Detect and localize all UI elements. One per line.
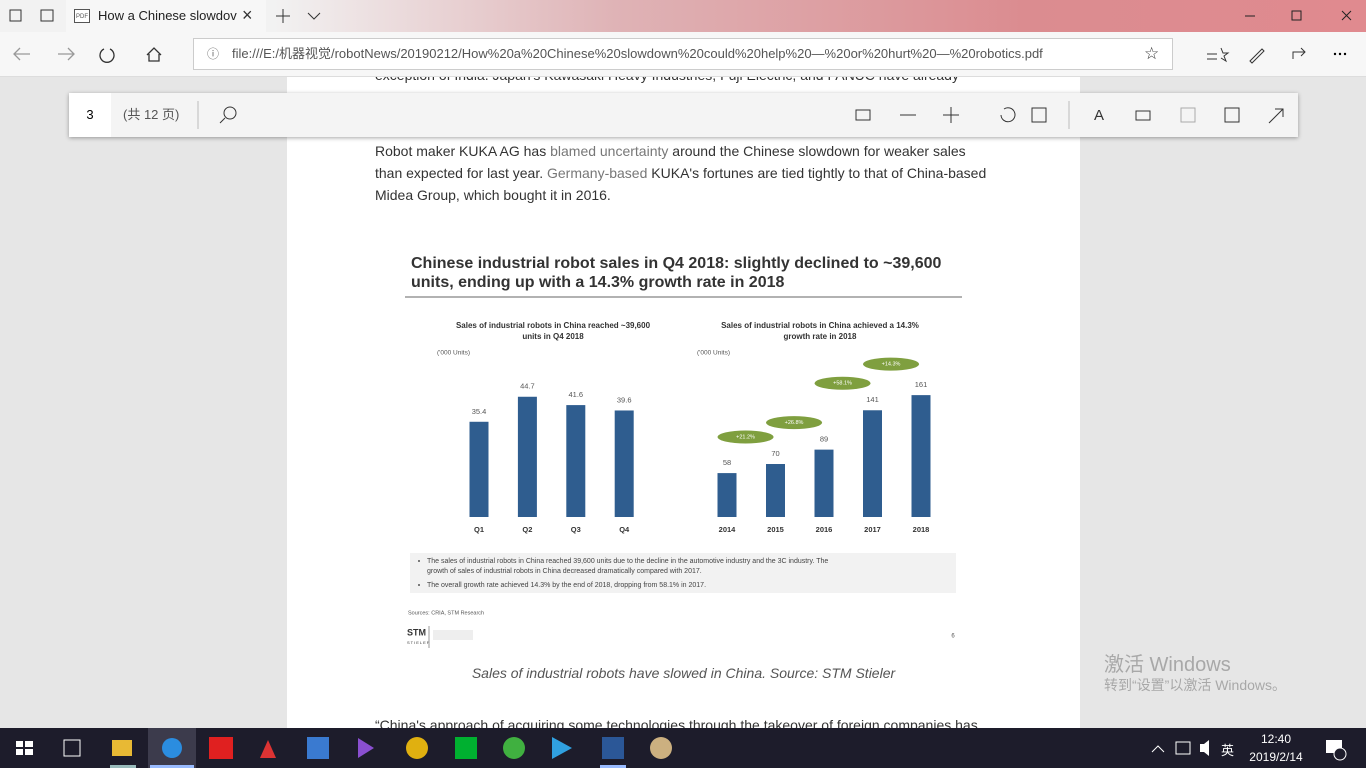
slide-image: Chinese industrial robot sales in Q4 201…: [405, 255, 962, 648]
category-label: 2017: [864, 525, 881, 534]
chart-title: units in Q4 2018: [522, 332, 584, 341]
growth-label: +14.3%: [882, 362, 901, 368]
paragraph-line: Robot maker KUKA AG has blamed uncertain…: [375, 140, 986, 162]
bar: [614, 410, 634, 517]
text-run: Robot maker KUKA AG has: [375, 143, 551, 159]
logo-sub: STIELER: [407, 640, 431, 645]
unit-label: ('000 Units): [697, 350, 730, 357]
link[interactable]: blamed uncertainty: [550, 143, 669, 159]
bullet-text: The overall growth rate achieved 14.3% b…: [427, 582, 706, 589]
favorite[interactable]: ☆: [1144, 44, 1160, 63]
logo: STM: [407, 627, 426, 637]
value-label: 58: [723, 458, 731, 467]
tab-title: How a Chinese slowdov: [98, 8, 237, 23]
bar: [717, 473, 737, 517]
window-controls[interactable]: [1230, 0, 1366, 32]
bar: [566, 405, 586, 517]
category-label: 2014: [719, 525, 737, 534]
category-label: 2018: [913, 525, 930, 534]
value-label: 89: [820, 435, 828, 444]
watermark-subtitle: 转到“设置”以激活 Windows。: [1104, 677, 1287, 693]
slide-page-number: 6: [951, 634, 955, 640]
caption: Sales of industrial robots have slowed i…: [471, 665, 896, 681]
taskbar: 英 12:40 2019/2/14: [0, 728, 1366, 768]
tray-icons[interactable]: [1140, 728, 1220, 768]
pdf-toolbar: 3 (共 12 页) A: [69, 93, 1298, 137]
tab[interactable]: PDF How a Chinese slowdov ×: [66, 0, 266, 32]
growth-pill: [863, 357, 920, 371]
bar: [469, 421, 489, 517]
slide-title: Chinese industrial robot sales in Q4 201…: [411, 255, 942, 272]
growth-label: +21.2%: [736, 434, 755, 440]
page-count: (共 12 页): [123, 107, 180, 122]
url-field[interactable]: ⓘ file:///E:/机器视觉/robotNews/20190212/How…: [193, 38, 1173, 70]
bullet-dot: [418, 584, 420, 586]
slide-title: units, ending up with a 14.3% growth rat…: [411, 274, 785, 291]
text-run: around the Chinese slowdown for weaker s…: [668, 143, 966, 159]
value-label: 161: [915, 380, 928, 389]
bullet-dot: [418, 560, 420, 562]
chart-title: growth rate in 2018: [784, 332, 857, 341]
category-label: 2016: [816, 525, 833, 534]
logo-text-block: [433, 630, 473, 640]
cut-text-bottom: “China's approach of acquiring some tech…: [375, 717, 978, 728]
text-run: Midea Group, which bought it in 2016.: [375, 187, 611, 203]
bullet-text: growth of sales of industrial robots in …: [427, 568, 702, 575]
bullet-box: [410, 553, 956, 593]
bar: [814, 449, 834, 517]
category-label: Q4: [619, 525, 630, 534]
cut-text-top: exception of India. Japan's Kawasaki Hea…: [375, 77, 959, 83]
sources: Sources: CRIA, STM Research: [408, 610, 484, 616]
notifications[interactable]: [1320, 728, 1366, 768]
category-label: Q2: [522, 525, 532, 534]
growth-pill: [814, 376, 871, 390]
value-label: 70: [771, 449, 779, 458]
bar: [517, 396, 537, 517]
bullet-text: The sales of industrial robots in China …: [427, 558, 828, 565]
category-label: 2015: [767, 525, 784, 534]
value-label: 35.4: [472, 407, 487, 416]
paragraph: Robot maker KUKA AG has blamed uncertain…: [375, 140, 986, 206]
bar: [863, 410, 882, 517]
growth-label: +58.1%: [833, 381, 852, 387]
category-label: Q1: [474, 525, 484, 534]
ime[interactable]: 英: [1221, 743, 1235, 758]
value-label: 41.6: [568, 390, 583, 399]
clock-date[interactable]: 2019/2/14: [1249, 750, 1303, 764]
nav-buttons[interactable]: [0, 32, 180, 76]
svg-text:A: A: [1094, 107, 1104, 124]
tab-close[interactable]: ×: [242, 5, 253, 25]
clock-time[interactable]: 12:40: [1260, 732, 1292, 746]
text-run: than expected for last year.: [375, 165, 547, 181]
watermark-title: 激活 Windows: [1104, 654, 1231, 676]
svg-text:PDF: PDF: [76, 14, 88, 20]
bar: [766, 464, 785, 517]
toolbar-icons[interactable]: A: [69, 93, 1298, 137]
page-input[interactable]: 3: [69, 93, 111, 137]
unit-label: ('000 Units): [437, 350, 470, 357]
value-label: 39.6: [617, 395, 632, 404]
paragraph-line: Midea Group, which bought it in 2016.: [375, 184, 986, 206]
pdf-icon: PDF: [74, 9, 90, 23]
link[interactable]: Germany-based: [547, 165, 648, 181]
title-bar: PDF How a Chinese slowdov ×: [0, 0, 1366, 32]
taskbar-apps[interactable]: [0, 728, 700, 768]
value-label: 44.7: [520, 382, 535, 391]
bar: [911, 395, 931, 517]
chart-title: Sales of industrial robots in China achi…: [721, 321, 919, 330]
category-label: Q3: [571, 525, 581, 534]
chart-title: Sales of industrial robots in China reac…: [456, 321, 651, 330]
url: file:///E:/机器视觉/robotNews/20190212/How%2…: [232, 46, 1043, 61]
growth-pill: [717, 430, 774, 444]
value-label: 141: [866, 395, 879, 404]
text-run: KUKA's fortunes are tied tightly to that…: [647, 165, 987, 181]
growth-label: +26.8%: [785, 420, 804, 426]
new-tab[interactable]: [270, 0, 330, 32]
browser-tools[interactable]: [1195, 32, 1366, 76]
tab-actions[interactable]: [0, 0, 66, 32]
growth-pill: [766, 416, 823, 430]
paragraph-line: than expected for last year. Germany-bas…: [375, 162, 986, 184]
